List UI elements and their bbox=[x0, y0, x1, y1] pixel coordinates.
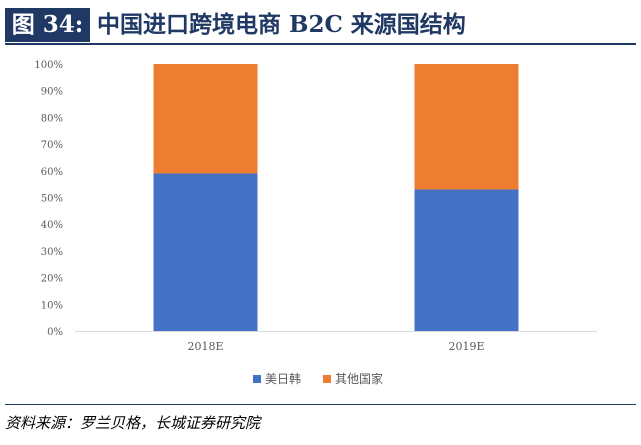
y-tick-label: 20% bbox=[41, 274, 63, 285]
y-tick-label: 70% bbox=[41, 140, 63, 151]
y-tick-label: 10% bbox=[41, 300, 63, 311]
y-tick-label: 50% bbox=[41, 194, 63, 205]
y-tick-label: 0% bbox=[47, 327, 63, 338]
header-rule bbox=[5, 43, 636, 45]
y-tick-label: 80% bbox=[41, 113, 63, 124]
footer-rule bbox=[5, 404, 636, 405]
bar-segment-series-1-2019E bbox=[414, 189, 519, 331]
figure-title: 中国进口跨境电商 B2C 来源国结构 bbox=[97, 11, 466, 38]
legend-swatch-1 bbox=[253, 375, 261, 383]
y-tick-label: 60% bbox=[41, 167, 63, 178]
x-tick-label: 2018E bbox=[187, 340, 223, 353]
legend-swatch-2 bbox=[323, 375, 331, 383]
y-tick-label: 100% bbox=[34, 60, 63, 71]
y-tick-label: 30% bbox=[41, 247, 63, 258]
stacked-bar-chart: 0% 10% 20% 30% 40% 50% 60% 70% 80% 90% 100% 2018E 20… bbox=[34, 60, 597, 386]
figure-header: 图 34: 中国进口跨境电商 B2C 来源国结构 bbox=[5, 8, 636, 42]
bar-segment-series-2-2019E bbox=[414, 64, 519, 190]
figure-label: 图 34: bbox=[5, 8, 90, 42]
y-tick-label: 90% bbox=[41, 87, 63, 98]
y-tick-label: 40% bbox=[41, 220, 63, 231]
x-tick-label: 2019E bbox=[448, 340, 484, 353]
bar-segment-series-1-2018E bbox=[153, 173, 258, 331]
source-note: 资料来源：罗兰贝格，长城证券研究院 bbox=[5, 414, 261, 432]
bar-segment-series-2-2018E bbox=[153, 64, 258, 174]
legend-label-1: 美日韩 bbox=[265, 371, 301, 386]
legend-label-2: 其他国家 bbox=[335, 371, 383, 386]
